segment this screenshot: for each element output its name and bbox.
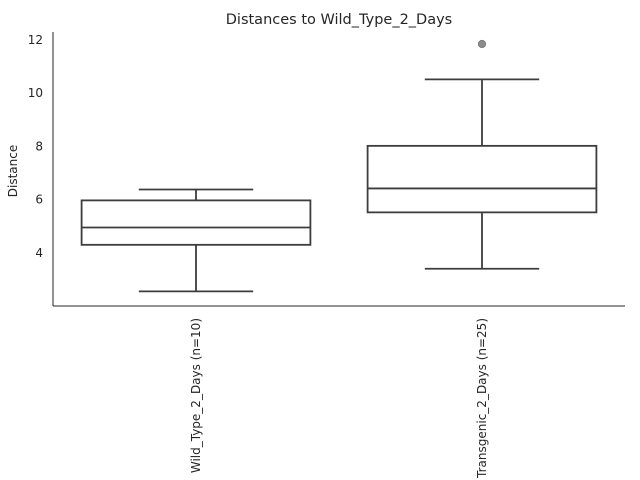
- x-tick-label: Transgenic_2_Days (n=25): [475, 318, 489, 479]
- outlier-point: [477, 39, 487, 49]
- iqr-box: [366, 144, 598, 214]
- plot-area: 4 6 8 10 12 Wild_Type_2_Days (n=10) Transgenic…: [28, 32, 625, 479]
- y-tick-label: 4: [35, 246, 43, 260]
- iqr-box: [80, 199, 312, 246]
- x-tick-label: Wild_Type_2_Days (n=10): [189, 318, 203, 473]
- y-tick-label: 10: [28, 86, 43, 100]
- y-tick-label: 6: [35, 193, 43, 207]
- chart-title: Distances to Wild_Type_2_Days: [226, 12, 452, 28]
- y-axis-label: Distance: [6, 145, 20, 197]
- y-tick-label: 8: [35, 139, 43, 153]
- y-tick-label: 12: [28, 33, 43, 47]
